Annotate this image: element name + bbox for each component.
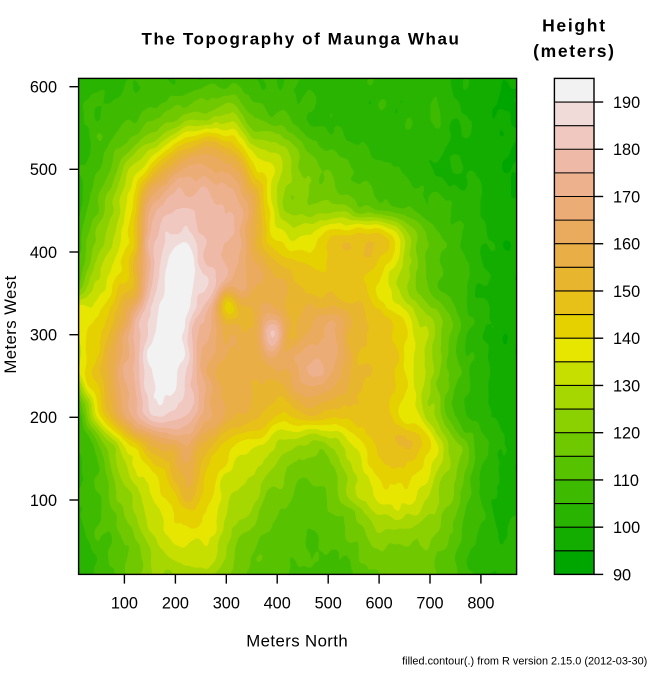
svg-text:filled.contour(.) from R versi: filled.contour(.) from R version 2.15.0 … <box>402 655 647 667</box>
svg-text:150: 150 <box>613 283 640 301</box>
svg-text:300: 300 <box>213 594 240 612</box>
svg-text:140: 140 <box>613 330 640 348</box>
svg-text:100: 100 <box>30 492 57 510</box>
svg-text:Height: Height <box>542 16 607 36</box>
svg-text:200: 200 <box>30 409 57 427</box>
svg-text:500: 500 <box>30 161 57 179</box>
svg-text:300: 300 <box>30 327 57 345</box>
svg-text:180: 180 <box>613 141 640 159</box>
svg-text:160: 160 <box>613 236 640 254</box>
svg-text:190: 190 <box>613 94 640 112</box>
svg-text:(meters): (meters) <box>533 41 616 61</box>
svg-text:120: 120 <box>613 425 640 443</box>
svg-text:600: 600 <box>366 594 393 612</box>
svg-text:400: 400 <box>30 244 57 262</box>
svg-text:Meters West: Meters West <box>1 275 20 373</box>
svg-text:800: 800 <box>467 594 494 612</box>
svg-text:110: 110 <box>613 472 639 490</box>
svg-text:200: 200 <box>162 594 189 612</box>
svg-text:100: 100 <box>111 594 138 612</box>
svg-text:600: 600 <box>30 79 57 97</box>
svg-text:500: 500 <box>315 594 342 612</box>
svg-text:90: 90 <box>613 566 631 584</box>
svg-text:Meters North: Meters North <box>246 632 348 651</box>
svg-text:130: 130 <box>613 377 640 395</box>
svg-text:100: 100 <box>613 519 640 537</box>
svg-text:400: 400 <box>264 594 291 612</box>
svg-text:170: 170 <box>613 188 640 206</box>
svg-text:700: 700 <box>416 594 443 612</box>
svg-text:The Topography of Maunga Whau: The Topography of Maunga Whau <box>141 30 460 49</box>
